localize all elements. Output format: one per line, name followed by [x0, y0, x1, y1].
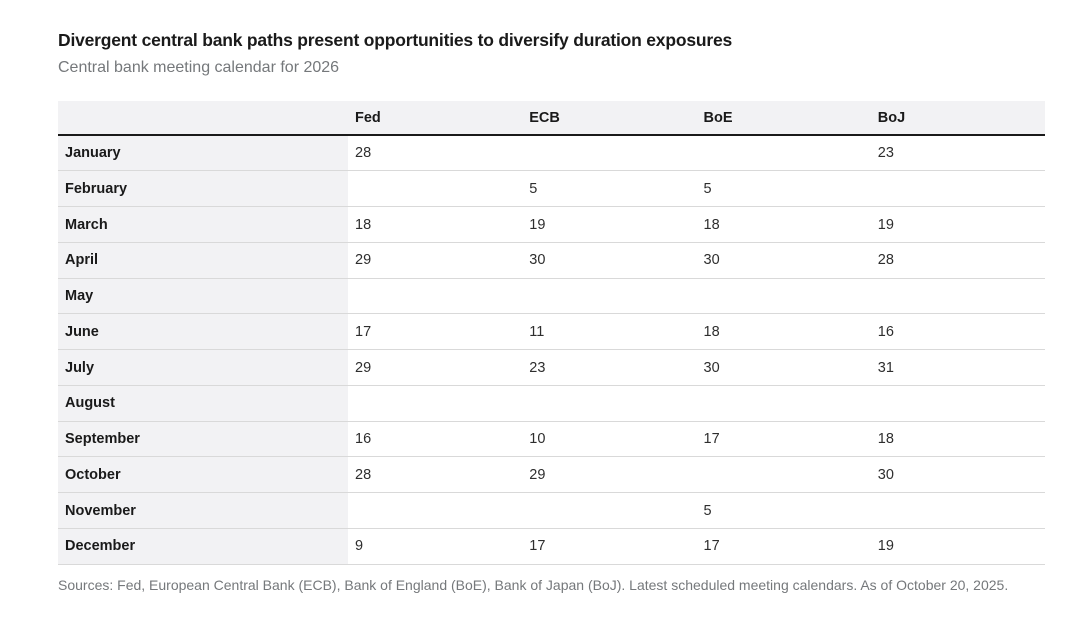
- cell-fed: [348, 492, 523, 529]
- table-row: June 17 11 18 16: [58, 313, 1045, 351]
- month-label: January: [58, 135, 348, 172]
- column-header-fed: Fed: [348, 101, 523, 137]
- cell-boj: 19: [870, 206, 1045, 243]
- cell-boe: 30: [696, 242, 871, 279]
- cell-fed: 17: [348, 313, 523, 351]
- cell-fed: 9: [348, 528, 523, 565]
- cell-ecb: 5: [522, 170, 697, 208]
- table-row: September 16 10 17 18: [58, 421, 1045, 458]
- cell-fed: 18: [348, 206, 523, 243]
- cell-ecb: 19: [522, 206, 697, 243]
- cell-boj: 16: [870, 313, 1045, 351]
- month-label: February: [58, 170, 348, 208]
- cell-boe: 30: [696, 349, 871, 386]
- cell-ecb: 23: [522, 349, 697, 386]
- cell-boj: 18: [870, 421, 1045, 458]
- table-row: October 28 29 30: [58, 456, 1045, 494]
- column-header-boj: BoJ: [870, 101, 1045, 137]
- cell-boe: 17: [696, 421, 871, 458]
- cell-boj: [870, 170, 1045, 208]
- table-row: April 29 30 30 28: [58, 242, 1045, 279]
- month-label: July: [58, 349, 348, 386]
- table-row: February 5 5: [58, 170, 1045, 208]
- cell-ecb: [522, 385, 697, 422]
- table-header-row: Fed ECB BoE BoJ: [58, 101, 1045, 137]
- table-row: March 18 19 18 19: [58, 206, 1045, 243]
- cell-boe: 5: [696, 492, 871, 529]
- column-header-month: [58, 101, 348, 137]
- month-label: November: [58, 492, 348, 529]
- cell-ecb: 11: [522, 313, 697, 351]
- table-row: November 5: [58, 492, 1045, 529]
- figure-container: Divergent central bank paths present opp…: [58, 30, 1045, 593]
- cell-boe: 5: [696, 170, 871, 208]
- source-note: Sources: Fed, European Central Bank (ECB…: [58, 576, 1009, 593]
- table-body: January 28 23 February 5 5 March 18 19 1…: [58, 135, 1045, 565]
- cell-ecb: [522, 492, 697, 529]
- cell-fed: 28: [348, 456, 523, 494]
- month-label: October: [58, 456, 348, 494]
- cell-boe: 18: [696, 313, 871, 351]
- cell-boj: 28: [870, 242, 1045, 279]
- cell-fed: 29: [348, 242, 523, 279]
- page-subtitle: Central bank meeting calendar for 2026: [58, 59, 340, 76]
- cell-boe: 18: [696, 206, 871, 243]
- cell-boe: [696, 456, 871, 494]
- cell-ecb: 29: [522, 456, 697, 494]
- cell-boj: [870, 278, 1045, 315]
- month-label: December: [58, 528, 348, 565]
- table-row: January 28 23: [58, 135, 1045, 172]
- column-header-boe: BoE: [696, 101, 871, 137]
- cell-fed: 16: [348, 421, 523, 458]
- meeting-calendar-table: Fed ECB BoE BoJ January 28 23 February 5…: [58, 101, 1045, 565]
- cell-boj: 23: [870, 135, 1045, 172]
- cell-boe: [696, 385, 871, 422]
- month-label: April: [58, 242, 348, 279]
- cell-ecb: [522, 135, 697, 172]
- table-row: May: [58, 278, 1045, 315]
- month-label: May: [58, 278, 348, 315]
- month-label: June: [58, 313, 348, 351]
- month-label: September: [58, 421, 348, 458]
- cell-boj: 30: [870, 456, 1045, 494]
- cell-fed: 29: [348, 349, 523, 386]
- table-row: July 29 23 30 31: [58, 349, 1045, 386]
- cell-fed: [348, 385, 523, 422]
- cell-boe: [696, 278, 871, 315]
- cell-boe: 17: [696, 528, 871, 565]
- cell-boj: 19: [870, 528, 1045, 565]
- cell-ecb: 30: [522, 242, 697, 279]
- cell-boj: 31: [870, 349, 1045, 386]
- cell-ecb: [522, 278, 697, 315]
- month-label: August: [58, 385, 348, 422]
- cell-fed: [348, 278, 523, 315]
- cell-ecb: 10: [522, 421, 697, 458]
- cell-fed: 28: [348, 135, 523, 172]
- cell-boj: [870, 492, 1045, 529]
- page-title: Divergent central bank paths present opp…: [58, 30, 733, 50]
- month-label: March: [58, 206, 348, 243]
- column-header-ecb: ECB: [522, 101, 697, 137]
- cell-boj: [870, 385, 1045, 422]
- cell-boe: [696, 135, 871, 172]
- table-row: August: [58, 385, 1045, 422]
- cell-fed: [348, 170, 523, 208]
- cell-ecb: 17: [522, 528, 697, 565]
- table-row: December 9 17 17 19: [58, 528, 1045, 565]
